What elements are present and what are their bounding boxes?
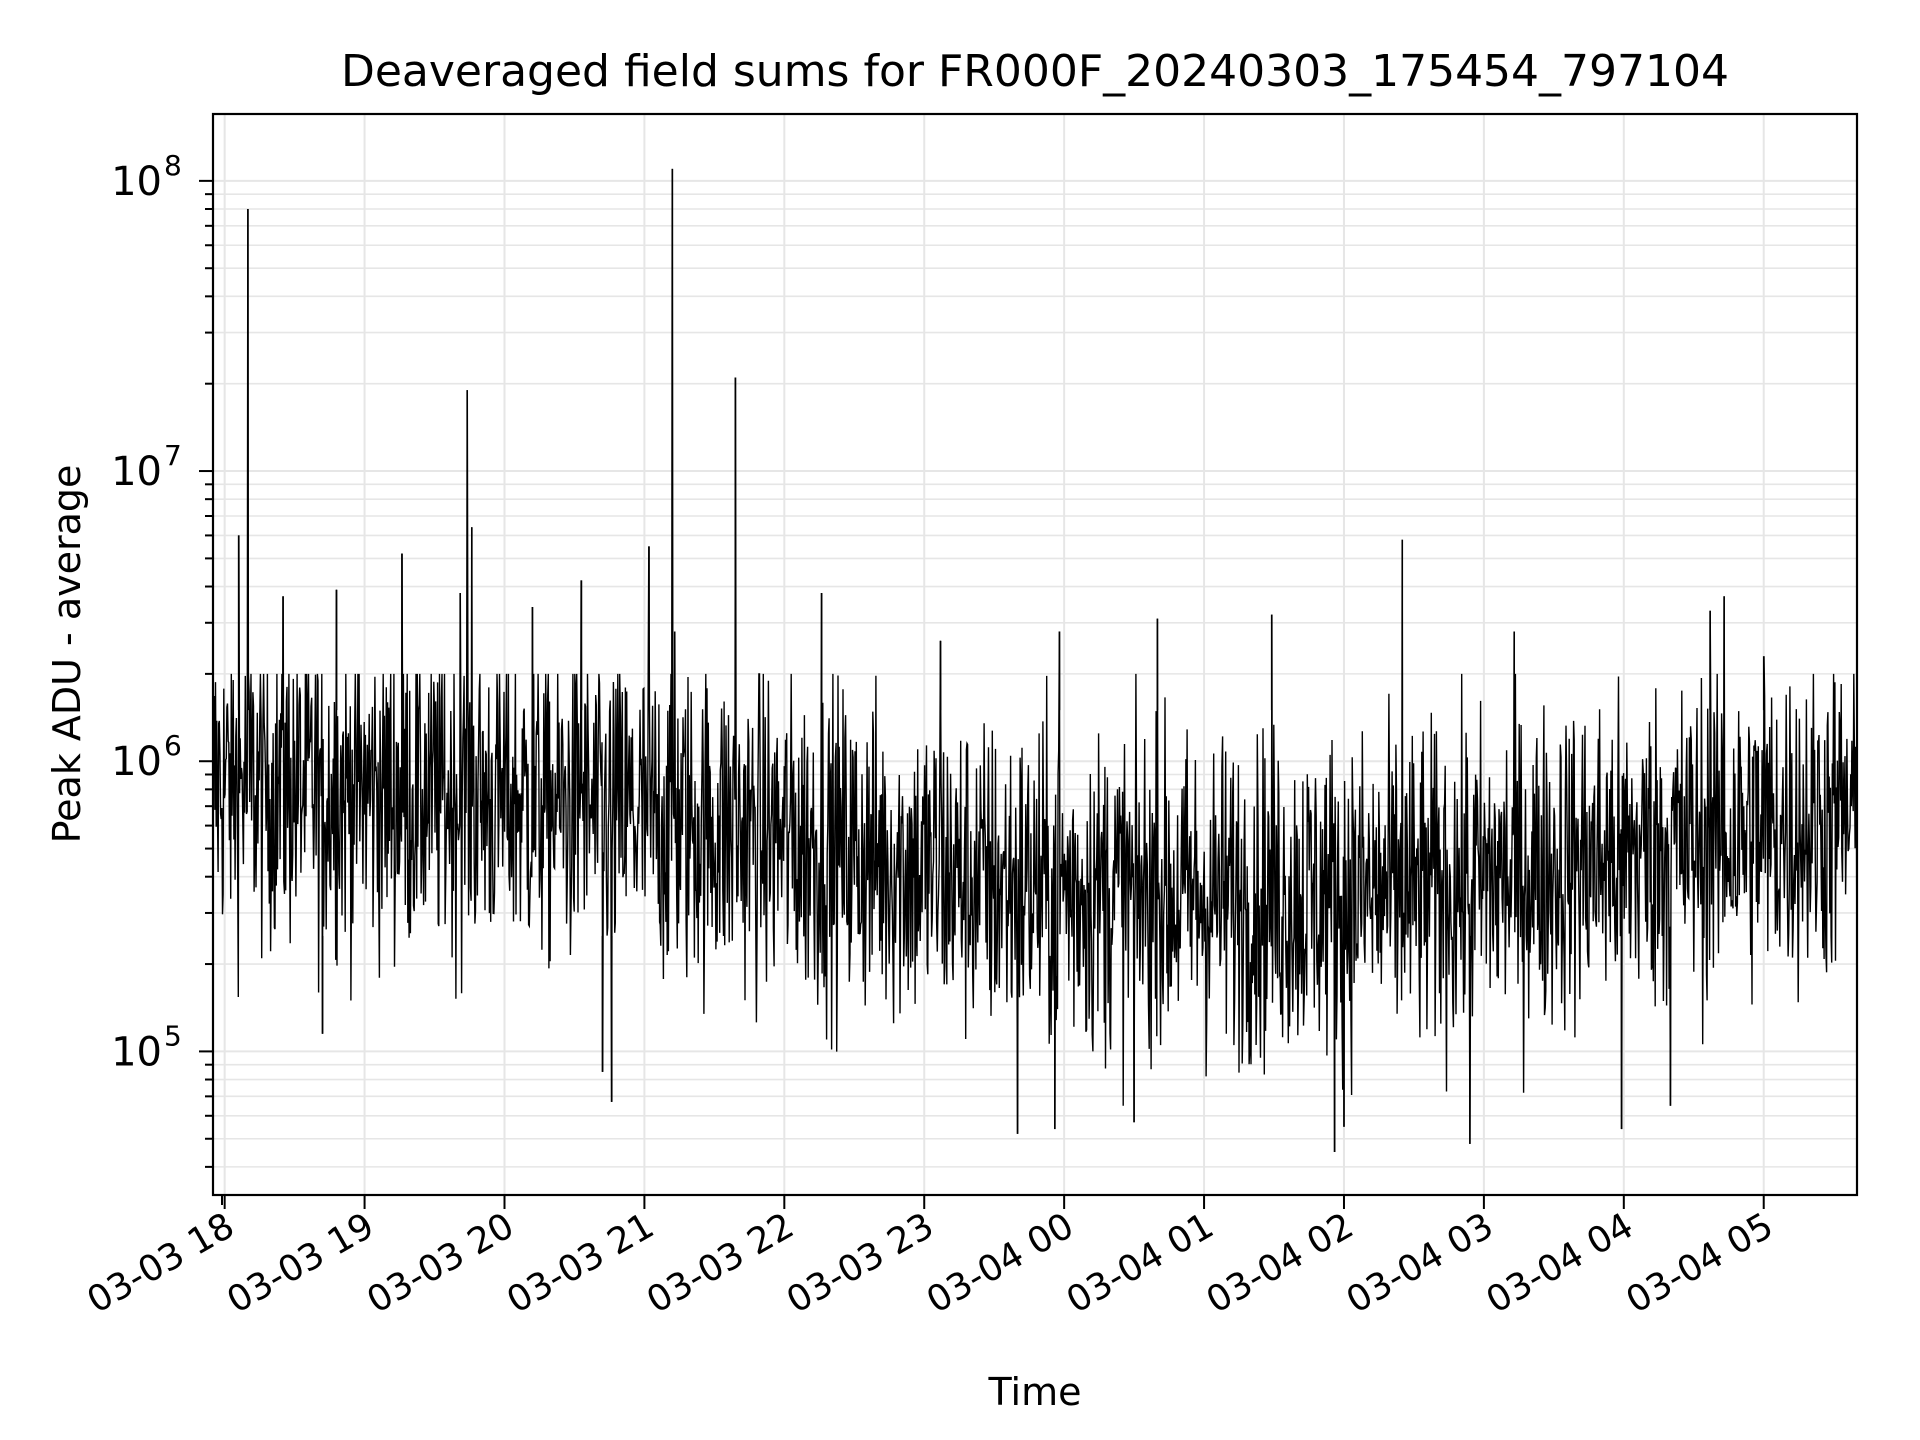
series — [212, 168, 1858, 1153]
x-axis-label: Time — [988, 1370, 1082, 1414]
y-tick-label: 10 6 — [111, 729, 182, 785]
y-tick-label: 10 8 — [111, 149, 182, 205]
plot-frame — [211, 112, 1859, 1197]
y-tick-label: 10 5 — [111, 1019, 182, 1075]
y-tick-exponent: 8 — [164, 149, 182, 182]
y-tick-base: 10 — [111, 159, 162, 205]
y-tick-exponent: 6 — [164, 729, 182, 762]
y-tick-exponent: 7 — [164, 439, 182, 472]
y-tick-base: 10 — [111, 449, 162, 495]
y-tick-exponent: 5 — [164, 1019, 182, 1052]
y-axis-label: Peak ADU - average — [45, 465, 89, 844]
y-tick-label: 10 7 — [111, 439, 182, 495]
y-tick-base: 10 — [111, 1029, 162, 1075]
y-tick-base: 10 — [111, 739, 162, 785]
chart-title: Deaveraged field sums for FR000F_2024030… — [341, 46, 1729, 97]
series-line — [212, 168, 1858, 1153]
